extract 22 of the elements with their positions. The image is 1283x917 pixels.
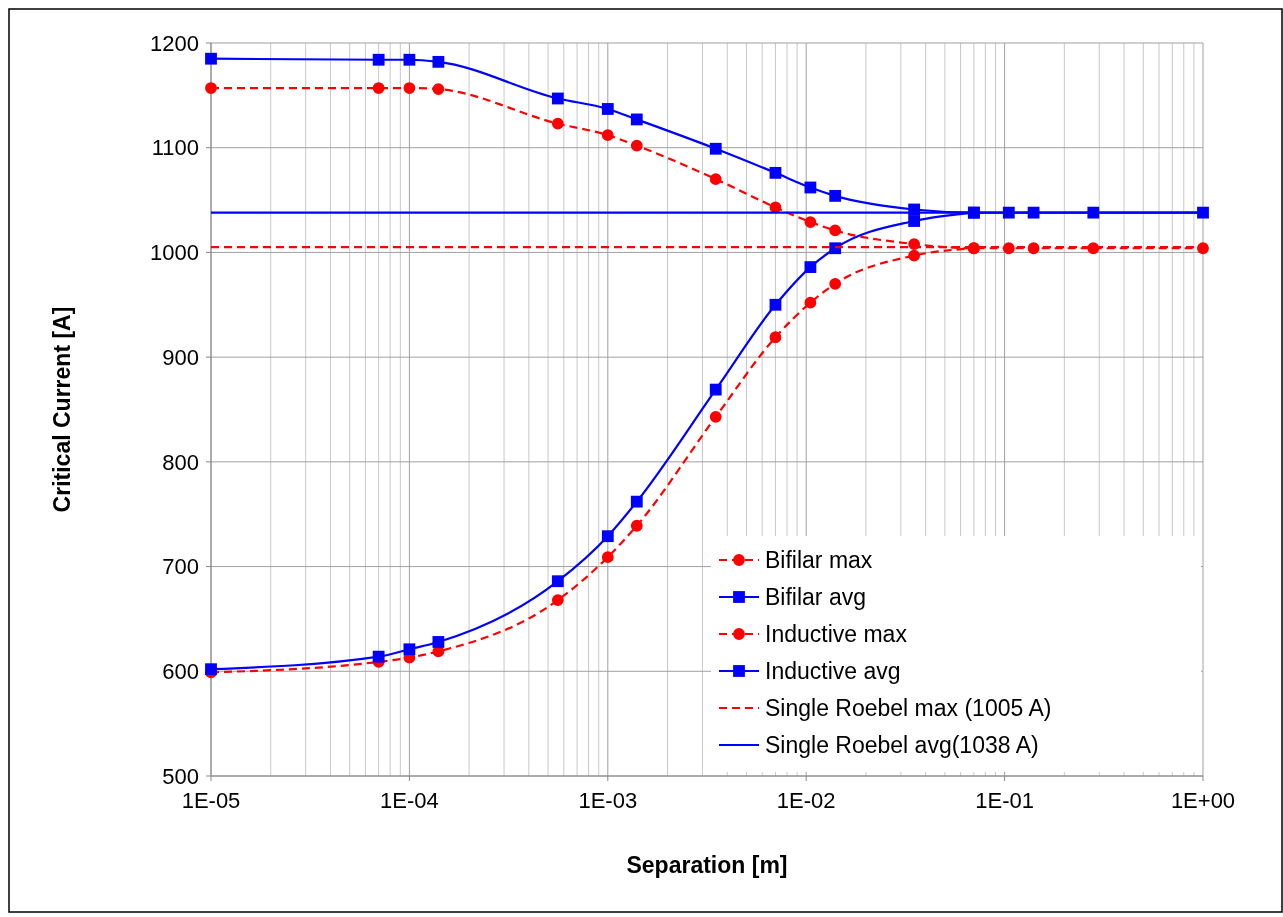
y-axis-title: Critical Current [A] [49,306,75,513]
legend-label: Bifilar max [765,547,873,574]
x-tick-label: 1E-01 [975,788,1034,813]
legend-label: Single Roebel max (1005 A) [765,695,1052,722]
y-tick-label: 500 [162,763,199,789]
y-tick-label: 900 [162,344,199,370]
y-tick-label: 800 [162,449,199,475]
x-tick-label: 1E-05 [181,788,241,813]
legend-label: Bifilar avg [765,584,866,611]
y-tick-label: 1000 [150,240,199,266]
legend-label: Inductive avg [765,658,901,685]
y-tick-label: 1100 [151,135,199,161]
y-tick-label: 700 [162,554,199,580]
x-tick-label: 1E-04 [380,788,439,813]
y-tick-label: 600 [162,658,199,684]
legend-label: Inductive max [765,621,908,648]
x-tick-label: 1E+00 [1170,788,1236,813]
x-axis-title: Separation [m] [626,852,788,878]
y-tick-label: 1200 [150,30,199,56]
x-tick-label: 1E-03 [578,788,638,813]
legend-label: Single Roebel avg(1038 A) [765,732,1039,759]
x-tick-label: 1E-02 [776,788,836,813]
